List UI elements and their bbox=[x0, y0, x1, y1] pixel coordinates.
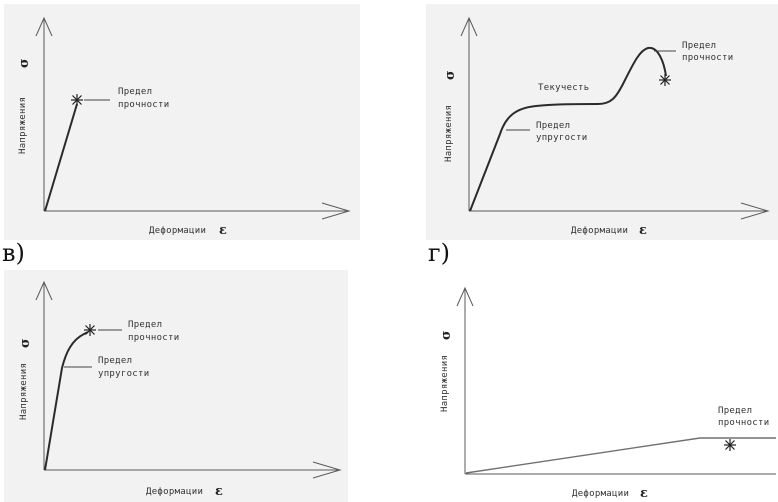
elastic-label-line2: упругости bbox=[98, 369, 149, 379]
flow-label: Текучесть bbox=[538, 83, 589, 93]
stress-strain-curve bbox=[469, 46, 667, 212]
strength-label-line1: Предел bbox=[128, 320, 162, 330]
y-axis bbox=[456, 286, 474, 474]
y-axis-label: Напряжения bbox=[440, 355, 450, 412]
strength-label-line1: Предел bbox=[682, 41, 716, 51]
stress-strain-diagram-d: Предел прочности Напряжения σ Деформации… bbox=[439, 286, 776, 501]
y-axis bbox=[35, 280, 53, 470]
strength-label-line1: Предел bbox=[718, 406, 752, 416]
strength-label-line2: прочности bbox=[118, 100, 169, 110]
x-axis-symbol: ε bbox=[639, 223, 647, 238]
y-axis bbox=[460, 16, 478, 211]
stress-strain-diagram-b: Предел прочности Текучесть Предел упруго… bbox=[443, 16, 770, 238]
x-axis-label: Деформации bbox=[149, 226, 206, 236]
strength-label-line2: прочности bbox=[682, 53, 733, 63]
stress-strain-curve bbox=[44, 103, 78, 212]
y-axis-symbol: σ bbox=[443, 70, 458, 80]
x-axis-symbol: ε bbox=[640, 486, 648, 501]
fracture-point-icon bbox=[659, 74, 671, 86]
diagram-panel-c: Предел прочности Предел упругости Напряж… bbox=[4, 270, 348, 502]
diagram-panel-d: Предел прочности Напряжения σ Деформации… bbox=[432, 282, 778, 502]
stress-strain-curve bbox=[465, 437, 776, 474]
y-axis-symbol: σ bbox=[439, 330, 454, 340]
y-axis-label: Напряжения bbox=[18, 97, 28, 154]
y-axis-label: Напряжения bbox=[444, 105, 454, 162]
elastic-label-line1: Предел bbox=[536, 121, 570, 131]
fracture-point-icon bbox=[71, 94, 83, 106]
y-axis-label: Напряжения bbox=[19, 363, 29, 420]
x-axis-symbol: ε bbox=[215, 484, 223, 499]
diagram-panel-b: Предел прочности Текучесть Предел упруго… bbox=[426, 4, 778, 240]
x-axis-label: Деформации bbox=[572, 489, 629, 499]
x-axis bbox=[44, 202, 351, 220]
stress-strain-diagram-c: Предел прочности Предел упругости Напряж… bbox=[18, 280, 342, 499]
elastic-label-line2: упругости bbox=[536, 133, 587, 143]
y-axis bbox=[35, 16, 53, 211]
stress-strain-curve bbox=[44, 331, 89, 471]
x-axis-symbol: ε bbox=[219, 223, 227, 238]
y-axis-symbol: σ bbox=[18, 338, 33, 348]
x-axis bbox=[44, 461, 342, 479]
strength-label-line2: прочности bbox=[128, 333, 179, 343]
x-axis-label: Деформации bbox=[146, 487, 203, 497]
x-axis-label: Деформации bbox=[571, 226, 628, 236]
fracture-point-icon bbox=[724, 439, 736, 451]
elastic-label-line1: Предел bbox=[98, 356, 132, 366]
x-axis bbox=[469, 202, 770, 220]
panel-letter-c: в) bbox=[2, 239, 25, 267]
strength-label-line2: прочности bbox=[718, 418, 769, 428]
y-axis-symbol: σ bbox=[17, 58, 32, 68]
strength-label-line1: Предел bbox=[118, 87, 152, 97]
stress-strain-diagram-a: Предел прочности Напряжения σ Деформации… bbox=[17, 16, 351, 238]
diagram-panel-a: Предел прочности Напряжения σ Деформации… bbox=[4, 4, 360, 240]
fracture-point-icon bbox=[84, 324, 96, 336]
panel-letter-d: г) bbox=[428, 239, 450, 267]
